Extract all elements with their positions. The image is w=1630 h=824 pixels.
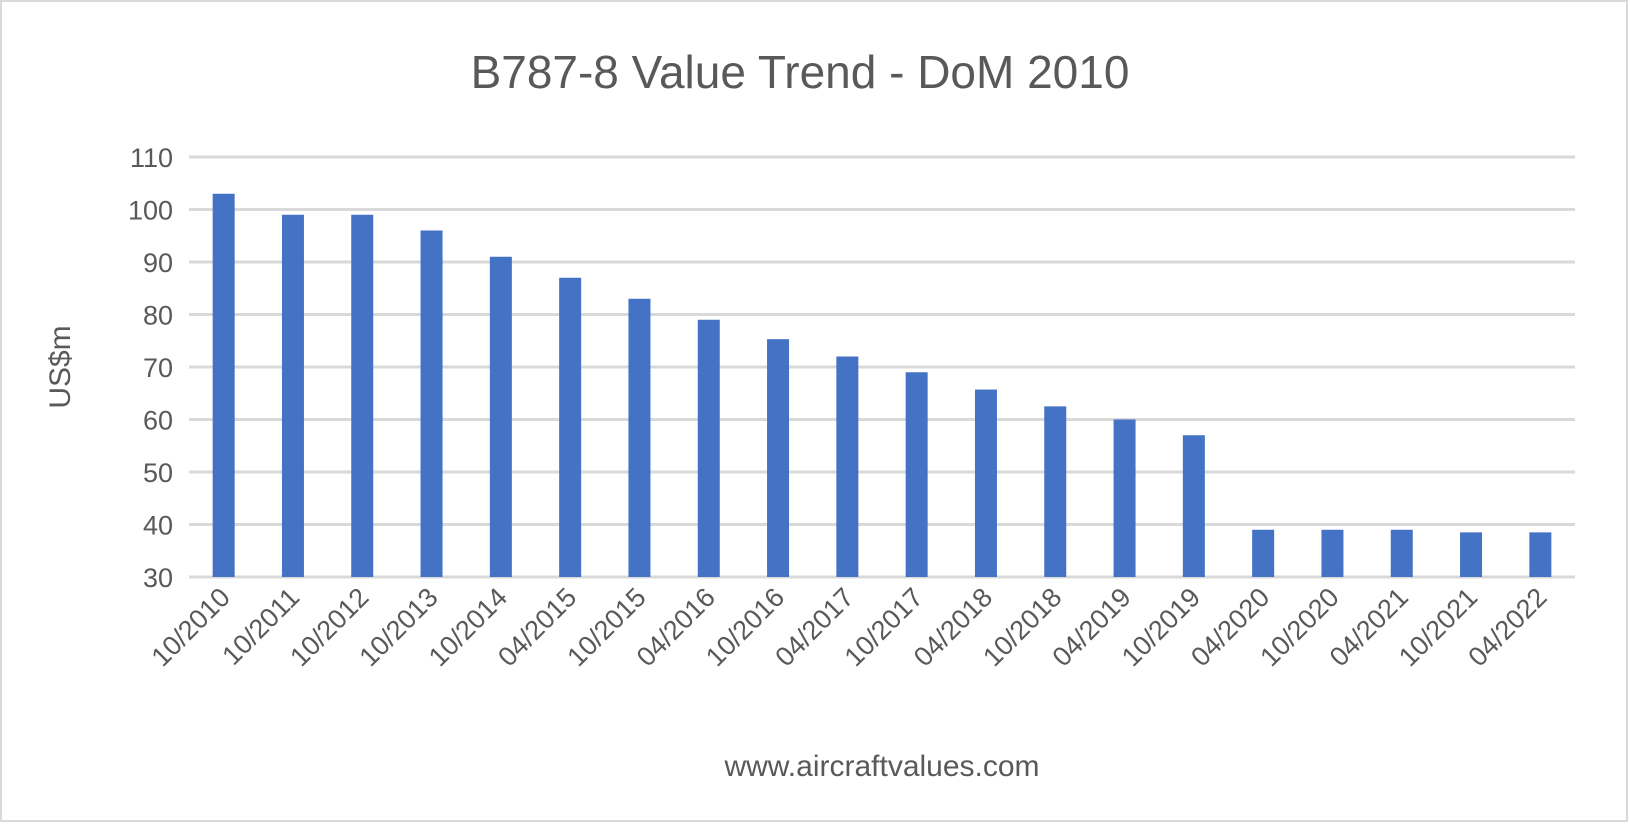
bar	[1252, 529, 1275, 577]
bar	[1529, 532, 1552, 577]
bar	[836, 356, 859, 577]
bar	[1460, 532, 1483, 577]
bar	[559, 277, 582, 577]
bar	[974, 389, 997, 577]
bar	[281, 214, 304, 577]
y-tick-label: 50	[143, 458, 173, 488]
bar	[1321, 529, 1344, 577]
y-tick-label: 70	[143, 353, 173, 383]
bar	[1113, 419, 1136, 577]
y-tick-label: 90	[143, 248, 173, 278]
bar	[1182, 435, 1205, 577]
bar	[351, 214, 374, 577]
bar	[697, 319, 720, 577]
bar	[420, 230, 443, 577]
y-tick-label: 80	[143, 301, 173, 331]
x-axis-label: www.aircraftvalues.com	[723, 750, 1039, 783]
y-tick-label: 110	[130, 143, 173, 173]
bar	[1390, 529, 1413, 577]
y-tick-label: 100	[128, 196, 173, 226]
y-tick-label: 40	[143, 511, 173, 541]
y-tick-label: 30	[143, 563, 173, 593]
bar	[628, 298, 651, 577]
bar	[1044, 406, 1067, 577]
y-axis-label: US$m	[44, 325, 77, 408]
y-tick-label: 60	[143, 406, 173, 436]
chart-title: B787-8 Value Trend - DoM 2010	[471, 46, 1130, 98]
bar	[489, 256, 512, 577]
bar	[905, 372, 928, 577]
bar	[212, 193, 235, 577]
bar	[767, 339, 790, 577]
